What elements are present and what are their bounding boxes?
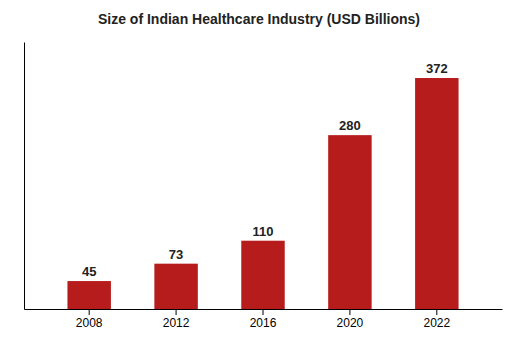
- x-tick: 2016: [250, 309, 277, 330]
- x-tick: 2008: [76, 309, 103, 330]
- bar: [415, 78, 458, 309]
- data-label: 45: [82, 264, 96, 279]
- bar: [241, 241, 284, 309]
- x-tick-mark: [89, 309, 90, 315]
- bar: [154, 264, 197, 309]
- data-label: 372: [426, 61, 448, 76]
- x-tick-label: 2016: [250, 316, 277, 330]
- x-tick-mark: [436, 309, 437, 315]
- data-label: 73: [169, 247, 183, 262]
- data-label: 280: [339, 118, 361, 133]
- x-tick-label: 2008: [76, 316, 103, 330]
- x-axis: 2008 2012 2016 2020 2022: [25, 309, 503, 330]
- x-tick-mark: [176, 309, 177, 315]
- x-tick-label: 2022: [423, 316, 450, 330]
- chart: Size of Indian Healthcare Industry (USD …: [0, 0, 518, 339]
- x-tick-mark: [349, 309, 350, 315]
- x-tick: 2020: [337, 309, 364, 330]
- x-tick-label: 2012: [163, 316, 190, 330]
- data-label: 110: [253, 224, 274, 239]
- y-axis: [24, 43, 25, 310]
- plot: 2008 2012 2016 2020 2022 45 73 110 280 372: [25, 43, 503, 330]
- y-axis-line: [24, 43, 25, 310]
- bar: [328, 135, 371, 309]
- x-tick: 2012: [163, 309, 190, 330]
- x-tick-mark: [263, 309, 264, 315]
- bars: [67, 78, 458, 309]
- title: Size of Indian Healthcare Industry (USD …: [98, 11, 420, 27]
- bar: [67, 281, 110, 309]
- x-tick-label: 2020: [337, 316, 364, 330]
- data-labels: 45 73 110 280 372: [82, 61, 448, 279]
- x-tick: 2022: [423, 309, 450, 330]
